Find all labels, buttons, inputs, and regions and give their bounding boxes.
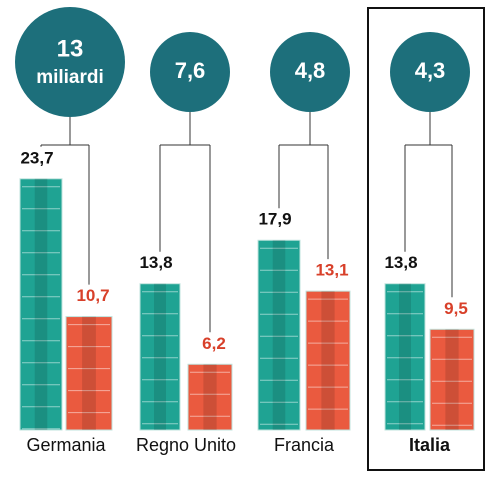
- value-label: 13,8: [384, 253, 417, 272]
- difference-circle: [270, 32, 350, 112]
- stack-shade: [82, 316, 96, 430]
- value-label: 17,9: [258, 210, 291, 229]
- stack-shade: [272, 240, 286, 430]
- stack-shade: [34, 178, 48, 430]
- value-label: 6,2: [202, 334, 226, 353]
- difference-label: 7,6: [175, 58, 206, 83]
- stack-shade: [321, 291, 335, 430]
- difference-label: 4,3: [415, 58, 446, 83]
- bar: [257, 239, 301, 431]
- bar: [384, 283, 426, 431]
- bar: [19, 178, 63, 431]
- difference-circle: [150, 32, 230, 112]
- stack-shade: [203, 364, 217, 430]
- value-label: 10,7: [76, 286, 109, 305]
- category-label: Regno Unito: [136, 435, 236, 455]
- stack-shade: [445, 329, 459, 430]
- difference-label: 4,8: [295, 58, 326, 83]
- bar: [187, 363, 233, 431]
- value-label: 9,5: [444, 299, 468, 318]
- stack-shade: [399, 283, 411, 430]
- difference-circle: [15, 7, 125, 117]
- bar: [305, 290, 351, 431]
- category-label: Germania: [26, 435, 106, 455]
- difference-label: 13: [57, 35, 84, 62]
- category-label: Italia: [409, 435, 451, 455]
- category-label: Francia: [274, 435, 335, 455]
- value-label: 13,1: [315, 261, 348, 280]
- difference-circle: [390, 32, 470, 112]
- bar: [65, 316, 113, 431]
- difference-unit: miliardi: [36, 67, 104, 88]
- value-label: 13,8: [139, 253, 172, 272]
- bar: [429, 328, 475, 431]
- highlight-box: [367, 7, 485, 471]
- bar: [139, 283, 181, 431]
- value-label: 23,7: [20, 148, 53, 167]
- stack-shade: [154, 283, 166, 430]
